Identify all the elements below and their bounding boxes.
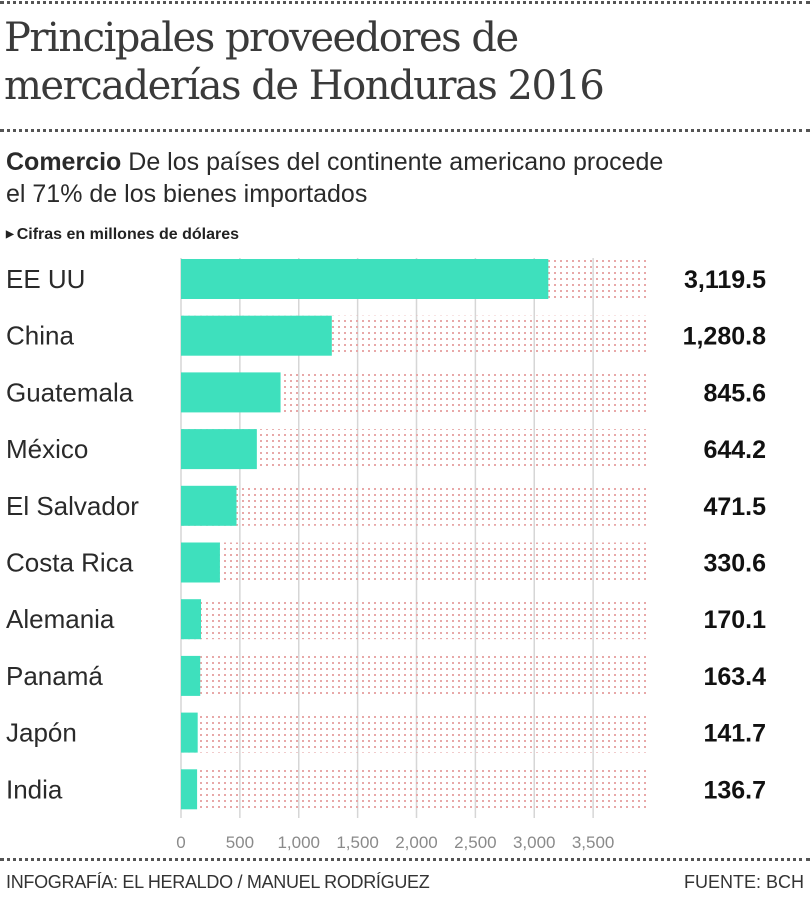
x-tick-label: 3,500 — [572, 833, 615, 852]
bar-track — [181, 769, 650, 810]
value-label: 141.7 — [703, 720, 766, 748]
value-label: 3,119.5 — [684, 266, 766, 294]
title-dotted-rule — [0, 129, 810, 132]
bar — [181, 429, 257, 470]
triangle-right-icon: ▶ — [6, 229, 14, 240]
category-label: China — [6, 321, 74, 351]
value-labels: 3,119.5 1,280.8 845.6 644.2 471.5 330.6 170.1 1… — [683, 266, 767, 804]
x-tick-label: 1,500 — [336, 833, 379, 852]
x-tick-label: 2,500 — [454, 833, 497, 852]
category-label: EE UU — [6, 264, 85, 294]
subtitle-kicker: Comercio — [6, 148, 122, 176]
bar-track — [181, 429, 650, 470]
value-label: 845.6 — [703, 379, 766, 407]
bar-track — [181, 485, 650, 526]
bar-chart: EE UU China Guatemala México El Salvador Cost… — [6, 258, 767, 852]
title-line-2: mercaderías de Honduras 2016 — [4, 63, 605, 109]
x-tick-label: 0 — [176, 833, 185, 852]
category-label: El Salvador — [6, 491, 139, 521]
category-labels: EE UU China Guatemala México El Salvador Cost… — [6, 264, 139, 804]
category-label: Alemania — [6, 604, 115, 634]
bar — [181, 599, 202, 640]
bar — [181, 372, 281, 413]
bar-track — [181, 712, 650, 753]
x-tick-label: 1,000 — [277, 833, 320, 852]
source: FUENTE: BCH — [683, 872, 804, 892]
category-label: Japón — [6, 718, 77, 748]
bar-track — [181, 599, 650, 640]
bars — [181, 259, 549, 810]
category-label: México — [6, 434, 88, 464]
value-label: 136.7 — [703, 776, 766, 804]
subtitle-line-1: De los países del continente americano p… — [121, 148, 664, 176]
page-title: Principales proveedores de mercaderías d… — [4, 14, 804, 110]
bar-track — [181, 655, 650, 696]
x-tick-label: 500 — [226, 833, 254, 852]
bar — [181, 259, 549, 299]
units-note: ▶ Cifras en millones de dólares — [6, 226, 239, 244]
category-label: Costa Rica — [6, 548, 134, 578]
value-label: 471.5 — [703, 493, 766, 521]
top-dotted-rule — [0, 1, 810, 4]
title-line-1: Principales proveedores de — [4, 15, 519, 61]
footer-dotted-rule — [0, 858, 810, 861]
value-label: 170.1 — [703, 606, 766, 634]
bar — [181, 315, 332, 356]
x-tick-label: 2,000 — [395, 833, 438, 852]
bar — [181, 769, 198, 810]
category-label: Panamá — [6, 661, 103, 691]
category-label: Guatemala — [6, 377, 134, 407]
value-label: 163.4 — [703, 663, 766, 691]
value-label: 1,280.8 — [683, 323, 767, 351]
value-label: 330.6 — [703, 550, 766, 578]
subtitle-line-2: el 71% de los bienes importados — [6, 180, 368, 208]
value-label: 644.2 — [703, 436, 766, 464]
x-axis-ticks: 0 500 1,000 1,500 2,000 2,500 3,000 3,500 — [176, 833, 614, 852]
bar — [181, 542, 220, 583]
units-note-text: Cifras en millones de dólares — [16, 226, 239, 243]
x-tick-label: 3,000 — [513, 833, 556, 852]
category-label: India — [6, 774, 63, 804]
bar — [181, 655, 201, 696]
bar — [181, 485, 237, 526]
bar-track — [181, 542, 650, 583]
bar — [181, 712, 198, 753]
subtitle: Comercio De los países del continente am… — [6, 146, 806, 210]
credit: INFOGRAFÍA: EL HERALDO / MANUEL RODRÍGUE… — [6, 872, 430, 892]
